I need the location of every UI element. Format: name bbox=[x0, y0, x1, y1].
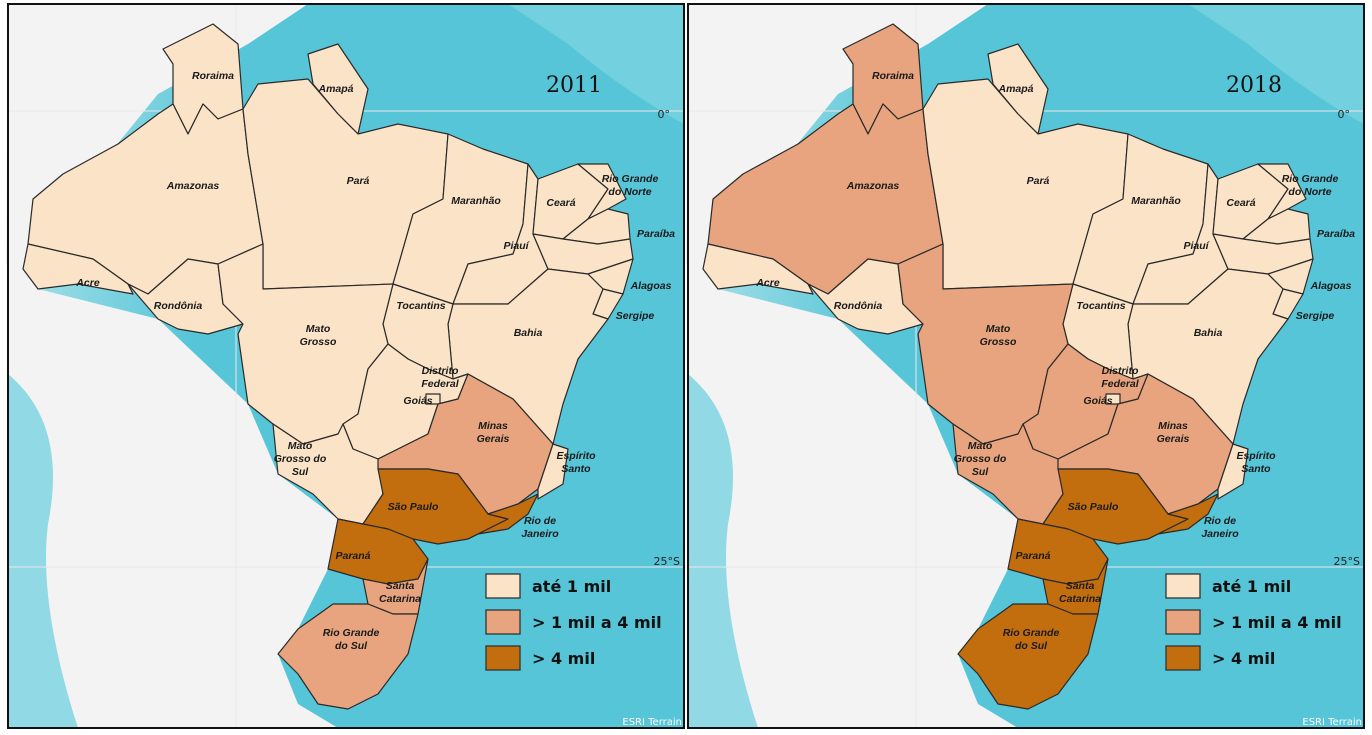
label-para: Pará bbox=[347, 175, 370, 187]
map-panel-2011: Roraima Amapá Amazonas Pará Acre Rondônia Mara… bbox=[6, 3, 685, 729]
pacific-ocean bbox=[8, 374, 78, 728]
state-rj bbox=[1147, 493, 1219, 540]
legend-label-3: > 4 mil bbox=[1212, 649, 1275, 668]
neighbor-land-south bbox=[688, 244, 1018, 728]
label-tocantins: Tocantins bbox=[396, 300, 445, 312]
label-ms: Mato Grosso do Sul bbox=[954, 440, 1007, 478]
legend-swatch-3 bbox=[1165, 645, 1201, 671]
label-roraima: Roraima bbox=[872, 70, 914, 82]
label-rs: Rio Grande do Sul bbox=[1003, 627, 1060, 652]
label-mg: Minas Gerais bbox=[477, 420, 510, 445]
label-acre: Acre bbox=[75, 277, 100, 289]
legend: até 1 mil > 1 mil a 4 mil > 4 mil bbox=[485, 573, 662, 671]
legend-swatch-3 bbox=[485, 645, 521, 671]
label-ceara: Ceará bbox=[1226, 197, 1255, 209]
state-acre bbox=[22, 243, 134, 295]
state-acre bbox=[702, 243, 814, 295]
state-es bbox=[1217, 443, 1249, 500]
label-sc: Santa Catarina bbox=[1059, 580, 1101, 605]
legend-label-1: até 1 mil bbox=[532, 577, 611, 596]
label-rs: Rio Grande do Sul bbox=[323, 627, 380, 652]
state-sp bbox=[362, 468, 509, 545]
label-rgn: Rio Grande do Norte bbox=[1282, 173, 1339, 198]
label-amapa: Amapá bbox=[317, 83, 353, 95]
panel-frame bbox=[7, 3, 685, 729]
legend: até 1 mil > 1 mil a 4 mil > 4 mil bbox=[1165, 573, 1342, 671]
label-piaui: Piauí bbox=[1183, 240, 1210, 252]
label-sp: São Paulo bbox=[1068, 501, 1119, 513]
label-rondonia: Rondônia bbox=[834, 300, 883, 312]
label-goias: Goiás bbox=[403, 395, 432, 407]
label-es: Espírito Santo bbox=[556, 450, 596, 475]
state-rs bbox=[957, 603, 1099, 710]
label-alagoas: Alagoas bbox=[630, 280, 672, 292]
label-mt: Mato Grosso bbox=[300, 323, 337, 348]
label-rj: Rio de Janeiro bbox=[521, 515, 559, 540]
legend-label-2: > 1 mil a 4 mil bbox=[1212, 613, 1342, 632]
label-para: Pará bbox=[1027, 175, 1050, 187]
label-bahia: Bahia bbox=[514, 327, 543, 339]
map-panel-2018: Roraima Amapá Amazonas Pará Acre Rondônia Mara… bbox=[686, 3, 1365, 729]
state-rs bbox=[277, 603, 419, 710]
legend-label-3: > 4 mil bbox=[532, 649, 595, 668]
legend-label-1: até 1 mil bbox=[1212, 577, 1291, 596]
lat25-label: 25°S bbox=[1334, 555, 1360, 568]
label-pr: Paraná bbox=[335, 550, 370, 562]
legend-swatch-1 bbox=[1165, 573, 1201, 599]
label-ms: Mato Grosso do Sul bbox=[274, 440, 327, 478]
legend-swatch-2 bbox=[485, 609, 521, 635]
basemap-credit: ESRI Terrain bbox=[622, 717, 682, 728]
year-title-2011: 2011 bbox=[546, 73, 602, 98]
label-maranhao: Maranhão bbox=[1131, 195, 1181, 207]
label-ceara: Ceará bbox=[546, 197, 575, 209]
year-title-2018: 2018 bbox=[1226, 73, 1282, 98]
label-paraiba: Paraíba bbox=[637, 228, 675, 240]
label-mt: Mato Grosso bbox=[980, 323, 1017, 348]
state-rj bbox=[467, 493, 539, 540]
label-sergipe: Sergipe bbox=[1296, 310, 1335, 322]
pacific-ocean bbox=[688, 374, 758, 728]
label-piaui: Piauí bbox=[503, 240, 530, 252]
equator-label: 0° bbox=[658, 108, 671, 121]
label-roraima: Roraima bbox=[192, 70, 234, 82]
continental-shelf bbox=[508, 4, 684, 124]
label-tocantins: Tocantins bbox=[1076, 300, 1125, 312]
label-rgn: Rio Grande do Norte bbox=[602, 173, 659, 198]
basemap-credit: ESRI Terrain bbox=[1302, 717, 1362, 728]
label-maranhao: Maranhão bbox=[451, 195, 501, 207]
label-pr: Paraná bbox=[1015, 550, 1050, 562]
neighbor-land-north bbox=[686, 4, 988, 264]
neighbor-land-south bbox=[8, 244, 338, 728]
label-sp: São Paulo bbox=[388, 501, 439, 513]
legend-swatch-2 bbox=[1165, 609, 1201, 635]
state-sp bbox=[1042, 468, 1189, 545]
label-amapa: Amapá bbox=[997, 83, 1033, 95]
state-es bbox=[537, 443, 569, 500]
label-paraiba: Paraíba bbox=[1317, 228, 1355, 240]
lat25-label: 25°S bbox=[654, 555, 680, 568]
label-df: Distrito Federal bbox=[1101, 365, 1139, 390]
neighbor-land-north bbox=[6, 4, 308, 264]
label-sergipe: Sergipe bbox=[616, 310, 655, 322]
label-acre: Acre bbox=[755, 277, 780, 289]
label-sc: Santa Catarina bbox=[379, 580, 421, 605]
label-bahia: Bahia bbox=[1194, 327, 1223, 339]
label-alagoas: Alagoas bbox=[1310, 280, 1352, 292]
equator-label: 0° bbox=[1338, 108, 1351, 121]
label-rj: Rio de Janeiro bbox=[1201, 515, 1239, 540]
label-amazonas: Amazonas bbox=[166, 180, 220, 192]
label-df: Distrito Federal bbox=[421, 365, 459, 390]
label-mg: Minas Gerais bbox=[1157, 420, 1190, 445]
continental-shelf bbox=[1188, 4, 1364, 124]
panel-frame bbox=[687, 3, 1365, 729]
label-goias: Goiás bbox=[1083, 395, 1112, 407]
legend-label-2: > 1 mil a 4 mil bbox=[532, 613, 662, 632]
label-amazonas: Amazonas bbox=[846, 180, 900, 192]
legend-swatch-1 bbox=[485, 573, 521, 599]
label-rondonia: Rondônia bbox=[154, 300, 203, 312]
label-es: Espírito Santo bbox=[1236, 450, 1276, 475]
